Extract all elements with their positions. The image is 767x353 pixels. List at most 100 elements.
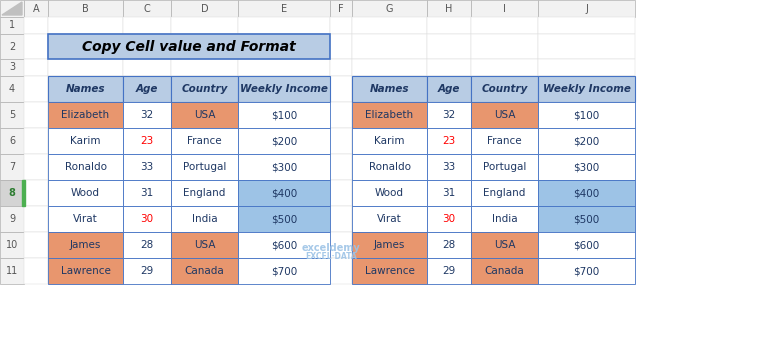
Text: 32: 32 [443, 110, 456, 120]
Bar [330, 154, 352, 180]
Bar [171, 102, 238, 128]
Bar [48, 59, 123, 76]
Bar [0, 17, 24, 34]
Bar [352, 180, 427, 206]
Text: J: J [585, 4, 588, 13]
Bar [538, 34, 635, 59]
Text: France: France [487, 136, 522, 146]
Text: I: I [503, 4, 506, 13]
Bar [238, 17, 330, 34]
Text: 7: 7 [9, 162, 15, 172]
Text: Wood: Wood [375, 188, 404, 198]
Text: 31: 31 [443, 188, 456, 198]
Bar [238, 258, 330, 284]
Bar [471, 180, 538, 206]
Bar [538, 154, 635, 180]
Bar [238, 34, 330, 59]
Bar [123, 76, 171, 102]
Bar [48, 102, 123, 128]
Bar [123, 0, 171, 17]
Bar [123, 76, 171, 102]
Text: James: James [70, 240, 101, 250]
Bar [123, 258, 171, 284]
Text: Elizabeth: Elizabeth [365, 110, 413, 120]
Bar [352, 128, 427, 154]
Text: Virat: Virat [73, 214, 98, 224]
Bar [123, 102, 171, 128]
Text: India: India [192, 214, 217, 224]
Bar [238, 154, 330, 180]
Bar [352, 232, 427, 258]
Bar [427, 34, 471, 59]
Bar [330, 17, 352, 34]
Bar [123, 232, 171, 258]
Bar [538, 258, 635, 284]
Bar [471, 258, 538, 284]
Text: Lawrence: Lawrence [364, 266, 414, 276]
Bar [538, 232, 635, 258]
Bar [538, 180, 635, 206]
Bar [330, 76, 352, 102]
Text: C: C [143, 4, 150, 13]
Bar [238, 180, 330, 206]
Text: James: James [374, 240, 405, 250]
Bar [471, 102, 538, 128]
Text: Weekly Income: Weekly Income [542, 84, 630, 94]
Bar [427, 154, 471, 180]
Bar [24, 206, 48, 232]
Text: Portugal: Portugal [482, 162, 526, 172]
Text: Names: Names [66, 84, 105, 94]
Bar [123, 206, 171, 232]
Bar [238, 102, 330, 128]
Text: India: India [492, 214, 517, 224]
Bar [471, 232, 538, 258]
Bar [352, 258, 427, 284]
Text: England: England [183, 188, 225, 198]
Bar [471, 154, 538, 180]
Bar [48, 76, 123, 102]
Text: Elizabeth: Elizabeth [61, 110, 110, 120]
Bar [352, 128, 427, 154]
Bar [24, 34, 48, 59]
Bar [238, 180, 330, 206]
Text: 29: 29 [140, 266, 153, 276]
Text: $700: $700 [271, 266, 297, 276]
Bar [171, 232, 238, 258]
Bar [238, 128, 330, 154]
Bar [171, 34, 238, 59]
Bar [538, 128, 635, 154]
Bar [427, 232, 471, 258]
Text: Portugal: Portugal [183, 162, 226, 172]
Text: 4: 4 [9, 84, 15, 94]
Bar [123, 128, 171, 154]
Bar [48, 128, 123, 154]
Bar [471, 59, 538, 76]
Text: 1: 1 [9, 20, 15, 30]
Text: 23: 23 [443, 136, 456, 146]
Text: 33: 33 [140, 162, 153, 172]
Bar [352, 154, 427, 180]
Text: USA: USA [194, 110, 216, 120]
Text: E: E [281, 4, 287, 13]
Bar [0, 206, 24, 232]
Bar [427, 128, 471, 154]
Text: $400: $400 [574, 188, 600, 198]
Bar [24, 128, 48, 154]
Bar [471, 154, 538, 180]
Text: England: England [483, 188, 525, 198]
Bar [123, 180, 171, 206]
Bar [0, 76, 24, 102]
Text: Canada: Canada [485, 266, 525, 276]
Bar [0, 258, 24, 284]
Bar [171, 128, 238, 154]
Bar [352, 34, 427, 59]
Text: $400: $400 [271, 188, 297, 198]
Bar [171, 180, 238, 206]
Bar [0, 154, 24, 180]
Bar [171, 59, 238, 76]
Polygon shape [2, 2, 22, 15]
Bar [48, 102, 123, 128]
Bar [48, 180, 123, 206]
Text: Age: Age [438, 84, 460, 94]
Text: 30: 30 [443, 214, 456, 224]
